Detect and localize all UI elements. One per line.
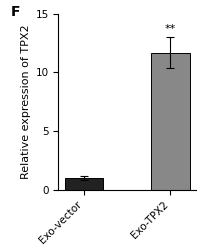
Text: **: ** — [165, 24, 176, 34]
Bar — [65, 178, 103, 190]
Bar — [151, 52, 190, 190]
Text: F: F — [10, 5, 20, 19]
Y-axis label: Relative expression of TPX2: Relative expression of TPX2 — [21, 24, 31, 179]
